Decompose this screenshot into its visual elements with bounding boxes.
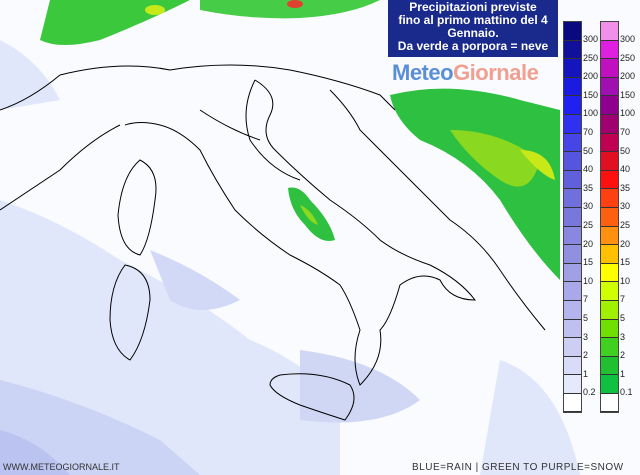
legend-cell xyxy=(564,96,581,115)
title-line: Precipitazioni previste xyxy=(409,0,537,14)
legend-label: 100 xyxy=(583,108,599,119)
legend-label: 200 xyxy=(620,71,636,82)
legend-cell xyxy=(601,40,618,60)
legend-label: 25 xyxy=(583,220,594,230)
title-line: Gennaio. xyxy=(447,26,499,40)
legend-cell xyxy=(564,338,581,357)
legend-label: 0.2 xyxy=(583,387,596,398)
legend-label: 300 xyxy=(620,34,636,44)
legend-label: 35 xyxy=(620,182,631,193)
legend-cell xyxy=(564,282,581,301)
legend-label: 20 xyxy=(583,238,594,249)
rain-legend-bar xyxy=(563,21,582,414)
legend-label: 250 xyxy=(620,52,636,63)
legend-cell xyxy=(601,282,618,301)
legend-cell xyxy=(601,263,618,283)
legend-label: 7 xyxy=(583,294,589,305)
legend-cell xyxy=(601,133,618,153)
legend-label: 5 xyxy=(620,313,626,323)
legend-label: 25 xyxy=(620,220,631,230)
legend-cell xyxy=(564,152,581,171)
legend-cell xyxy=(601,59,618,78)
coastlines xyxy=(0,64,546,421)
legend-label: 3 xyxy=(620,331,626,342)
legend-label: 40 xyxy=(583,164,594,175)
legend-label: 1 xyxy=(583,368,589,379)
legend-cell xyxy=(601,170,618,190)
legend-label: 2 xyxy=(620,350,626,361)
legend-label: 30 xyxy=(583,201,594,212)
legend-cell xyxy=(564,207,581,227)
legend-label: 40 xyxy=(620,164,631,175)
legend-cell xyxy=(601,114,618,134)
legend-label: 1 xyxy=(620,368,626,379)
legend-cell xyxy=(564,356,581,376)
legend-cell xyxy=(601,189,618,208)
legend-cell xyxy=(601,22,618,41)
legend-cell xyxy=(564,22,581,41)
legend-label: 10 xyxy=(620,275,631,286)
legend-label: 35 xyxy=(583,182,594,193)
legend-cell xyxy=(601,356,618,376)
legend-cell xyxy=(564,393,581,413)
snow-legend-bar xyxy=(600,21,619,414)
logo-part: Meteo xyxy=(392,60,454,85)
legend-cell xyxy=(601,319,618,339)
legend-label: 50 xyxy=(620,145,631,156)
legend-label: 3 xyxy=(583,331,589,342)
legend-cell xyxy=(564,300,581,320)
legend-cell xyxy=(564,375,581,394)
legend-label: 15 xyxy=(583,257,594,268)
legend-label: 5 xyxy=(583,313,589,323)
legend-cell xyxy=(601,77,618,97)
legend-cell xyxy=(564,59,581,78)
legend-label: 300 xyxy=(583,34,599,44)
legend-label: 70 xyxy=(620,127,631,137)
legend-label: 2 xyxy=(583,350,589,361)
legend-cell xyxy=(601,300,618,320)
legend-label: 7 xyxy=(620,294,626,305)
legend-label: 150 xyxy=(583,89,599,100)
legend-cell xyxy=(564,114,581,134)
legend-cell xyxy=(601,152,618,171)
legend-label: 150 xyxy=(620,89,636,100)
legend-cell xyxy=(564,133,581,153)
snow-areas xyxy=(40,0,560,280)
legend-cell xyxy=(564,189,581,208)
legend-cell xyxy=(601,245,618,264)
legend-cell xyxy=(564,170,581,190)
logo-part: Giornale xyxy=(453,60,539,85)
legend-cell xyxy=(564,319,581,339)
legend-cell xyxy=(564,263,581,283)
website-label: WWW.METEOGIORNALE.IT xyxy=(3,462,120,472)
rain-areas xyxy=(0,40,580,475)
legend-cell xyxy=(601,338,618,357)
legend-cell xyxy=(601,375,618,394)
legend-cell xyxy=(601,96,618,115)
legend-note: BLUE=RAIN | GREEN TO PURPLE=SNOW xyxy=(412,462,624,473)
map-title: Precipitazioni previste fino al primo ma… xyxy=(388,0,558,57)
title-line: Da verde a porpora = neve xyxy=(397,39,549,53)
legend-label: 15 xyxy=(620,257,631,268)
legend-label: 0.1 xyxy=(620,387,633,398)
legend-cell xyxy=(601,226,618,246)
legend-label: 50 xyxy=(583,145,594,156)
legend-label: 20 xyxy=(620,238,631,249)
legend-cell xyxy=(564,77,581,97)
legend-label: 100 xyxy=(620,108,636,119)
legend-label: 30 xyxy=(620,201,631,212)
legend-cell xyxy=(564,245,581,264)
legend-cell xyxy=(601,393,618,413)
legend-label: 10 xyxy=(583,275,594,286)
legend-label: 250 xyxy=(583,52,599,63)
legend-cell xyxy=(564,226,581,246)
legend-label: 200 xyxy=(583,71,599,82)
title-line: fino al primo mattino del 4 xyxy=(398,13,548,27)
legend-cell xyxy=(601,207,618,227)
legend-cell xyxy=(564,40,581,60)
legend-label: 70 xyxy=(583,127,594,137)
meteogiornale-logo: MeteoGiornale xyxy=(392,60,539,86)
